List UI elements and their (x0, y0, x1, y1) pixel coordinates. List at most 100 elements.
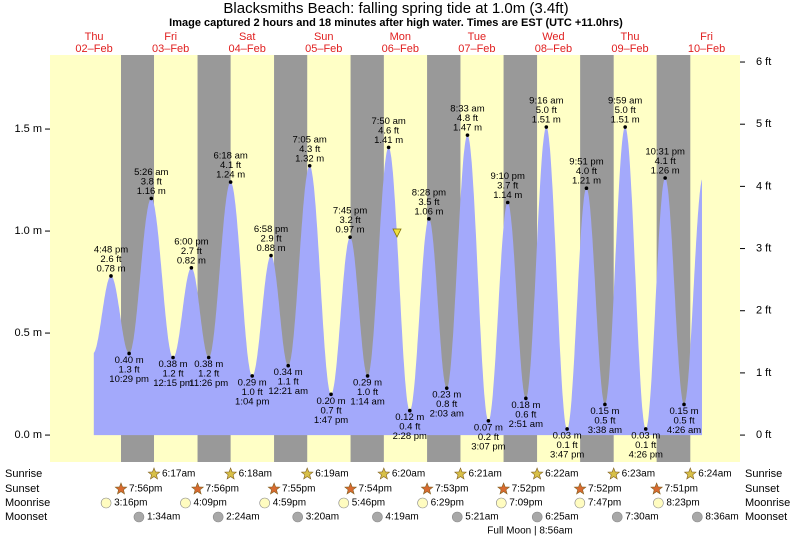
row-label: Sunset (745, 483, 779, 495)
sunset-time: 7:56pm (206, 484, 239, 495)
tide-time: 6:00 pm (174, 236, 208, 247)
tide-time: 12:21 am (268, 386, 308, 397)
tide-point (682, 402, 686, 407)
tide-height-ft: 3.7 ft (497, 181, 518, 192)
sunset-icon (191, 482, 205, 495)
tide-point (544, 125, 549, 129)
tide-time: 7:45 pm (333, 206, 367, 217)
moonset-time: 5:21am (465, 512, 498, 523)
moonrise-icon (338, 497, 350, 509)
moonset-icon (692, 511, 703, 523)
tide-point (465, 133, 470, 137)
tide-point (250, 374, 255, 378)
tide-height-m: 0.20 m (317, 396, 346, 407)
tide-time: 9:10 pm (491, 171, 525, 182)
tide-height-m: 0.15 m (669, 406, 698, 417)
sunset-time: 7:52pm (588, 484, 621, 495)
tide-height-ft: 2.6 ft (100, 254, 121, 265)
tide-height-m: 0.23 m (432, 390, 461, 401)
row-label: Moonrise (5, 497, 50, 509)
sunset-time: 7:53pm (435, 484, 468, 495)
moonrise-time: 4:09pm (193, 498, 226, 509)
tide-time: 2:51 am (509, 419, 543, 430)
tide-height-m: 0.12 m (395, 412, 424, 423)
moonrise-icon (259, 497, 270, 509)
tide-height-ft: 0.8 ft (436, 399, 457, 410)
tide-point (127, 351, 131, 356)
y2-tick-label: 4 ft (756, 180, 771, 192)
tide-point (329, 392, 333, 397)
tide-height-m: 1.21 m (572, 176, 601, 187)
tide-point (269, 253, 273, 258)
tide-height-ft: 0.6 ft (515, 409, 536, 420)
tide-height-ft: 4.3 ft (299, 144, 320, 155)
tide-height-m: 0.40 m (115, 355, 144, 366)
tide-height-ft: 3.5 ft (418, 197, 439, 208)
sunset-time: 7:52pm (512, 484, 545, 495)
day-date: 04–Feb (229, 43, 266, 55)
moonset-icon (611, 511, 623, 523)
moon-phase-note: Full Moon | 8:56am (487, 526, 572, 537)
tide-time: 11:26 pm (189, 378, 228, 389)
tide-height-m: 0.18 m (511, 400, 540, 411)
sunrise-time: 6:24am (698, 469, 731, 480)
tide-height-m: 0.38 m (159, 359, 188, 370)
sunrise-time: 6:18am (239, 469, 272, 480)
day-name: Tue (468, 31, 487, 43)
tide-time: 1:47 pm (314, 415, 348, 426)
tide-time: 9:16 am (529, 96, 563, 107)
tide-time: 3:07 pm (471, 441, 505, 452)
sunset-icon (344, 482, 358, 495)
sunrise-time: 6:17am (162, 469, 195, 480)
moonrise-time: 3:16pm (114, 498, 147, 509)
sunrise-time: 6:22am (545, 469, 578, 480)
tide-height-ft: 0.1 ft (557, 440, 578, 451)
tide-time: 6:58 pm (254, 224, 288, 235)
tide-point (365, 374, 370, 378)
tide-height-m: 1.41 m (374, 135, 403, 146)
sunset-icon (420, 482, 434, 495)
moonset-time: 2:24am (226, 512, 259, 523)
tide-height-ft: 3.2 ft (340, 215, 361, 226)
moonset-time: 3:20am (306, 512, 339, 523)
tide-height-ft: 1.0 ft (242, 387, 263, 398)
moonrise-icon (495, 497, 507, 509)
tide-point (444, 386, 449, 390)
tide-height-ft: 4.0 ft (576, 166, 597, 177)
tide-point (505, 200, 510, 205)
tide-point (643, 427, 648, 431)
tide-time: 7:50 am (371, 116, 405, 127)
sunset-time: 7:55pm (282, 484, 315, 495)
tide-point (348, 235, 352, 239)
tide-height-ft: 4.1 ft (220, 160, 241, 171)
tide-point (307, 163, 312, 168)
tide-point (386, 145, 391, 150)
tide-height-m: 0.03 m (553, 430, 582, 441)
moonrise-time: 7:47pm (588, 498, 621, 509)
tide-point (109, 274, 113, 278)
moonset-time: 8:36am (705, 512, 738, 523)
tide-height-m: 1.14 m (493, 190, 522, 201)
tide-height-ft: 0.5 ft (673, 415, 694, 426)
y-tick-label: 0.0 m (14, 429, 42, 441)
tide-height-ft: 0.1 ft (635, 440, 656, 451)
row-label: Moonset (5, 511, 47, 523)
moonrise-time: 6:29pm (431, 498, 464, 509)
tide-height-ft: 1.2 ft (162, 369, 183, 380)
y2-tick-label: 5 ft (756, 118, 771, 130)
tide-height-ft: 4.8 ft (457, 113, 478, 124)
tide-height-m: 1.06 m (414, 206, 443, 217)
tide-height-ft: 1.1 ft (278, 377, 299, 388)
sunset-time: 7:56pm (129, 484, 162, 495)
day-date: 07–Feb (458, 43, 495, 55)
moonrise-time: 7:09pm (509, 498, 542, 509)
tide-time: 7:05 am (293, 134, 327, 145)
tide-height-m: 1.32 m (295, 153, 324, 164)
tide-area (93, 127, 703, 436)
tide-time: 1:04 pm (235, 396, 269, 407)
sunset-time: 7:54pm (359, 484, 392, 495)
sunrise-icon (147, 467, 161, 480)
sunrise-icon (377, 467, 391, 480)
tide-point (524, 396, 528, 401)
